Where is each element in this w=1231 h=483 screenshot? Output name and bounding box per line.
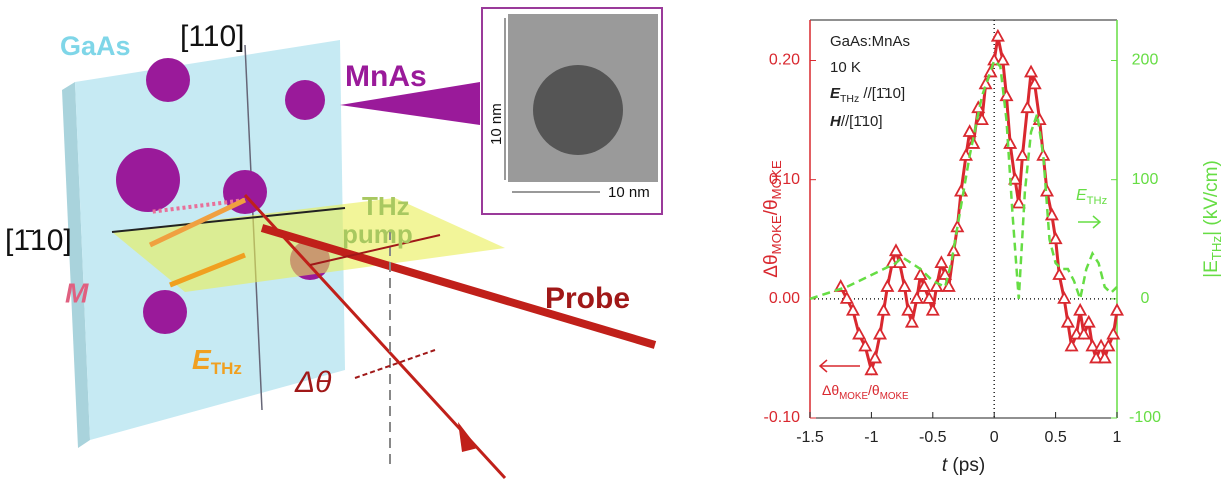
label: [1̄10] [5,224,72,257]
label: Δθ [294,366,332,399]
marker [1066,341,1077,351]
x-tick-label: -0.5 [919,429,947,446]
annotation-part: E [1076,187,1087,204]
marker [870,352,881,362]
y2-axis-label-part: THz [1209,236,1224,260]
particle [146,58,190,102]
particle [285,80,325,120]
marker [943,281,954,291]
label: pump [342,219,413,249]
figure: GaAs [110] MnAs THz pump [1̄10] M ETHz Δ… [0,0,1231,483]
polarization [355,350,435,378]
marker [874,329,885,339]
annotation: 10 K [830,59,861,76]
annotation: H//[1̄10] [830,113,883,130]
x-tick-label: -1.5 [796,429,824,446]
marker [890,245,901,255]
beam-arrowhead [458,422,478,452]
marker [1022,102,1033,112]
marker [911,293,922,303]
y2-tick-label: 200 [1132,52,1159,69]
marker [1083,317,1094,327]
y-axis-label-part: Δθ [761,254,782,277]
annotation: ETHz [1076,187,1108,207]
annotation-part: MOKE [880,391,909,402]
particle [143,290,187,334]
x-tick-label: 0.5 [1044,429,1066,446]
marker [854,329,865,339]
label: 10 nm [488,103,505,145]
x-tick-label: 0 [990,429,999,446]
y2-axis-label-part: | (kV/cm) [1201,160,1222,236]
y-tick-label: 0.20 [769,52,800,69]
marker [1075,305,1086,315]
label: MnAs [345,60,427,93]
annotation-part: THz [840,93,859,105]
x-tick-label: 1 [1113,429,1122,446]
tem-particle [533,65,623,155]
y-axis-label-part: MOKE [769,160,784,199]
y2-tick-label: -100 [1129,409,1161,426]
x-axis-label-part: (ps) [947,455,985,476]
marker [936,257,947,267]
marker [882,281,893,291]
y-tick-label: -0.10 [764,409,801,426]
y2-axis-label-part: |E [1201,260,1222,278]
marker [899,281,910,291]
label: 10 nm [608,184,650,201]
y2-tick-label: 100 [1132,171,1159,188]
marker [903,305,914,315]
marker [1099,352,1110,362]
annotation-part: GaAs:MnAs [830,33,910,50]
y-axis-label: ΔθMOKE/θMOKE [761,160,784,278]
marker [1017,150,1028,160]
marker [1050,233,1061,243]
label: THz [362,191,410,221]
y2-axis-label: |ETHz| (kV/cm) [1201,160,1224,278]
label: [110] [180,20,245,53]
marker [1005,138,1016,148]
annotation-part: Δθ [822,382,839,398]
annotation: ΔθMOKE/θMOKE [822,382,909,402]
label: GaAs [60,31,131,61]
annotation-part: THz [1087,195,1108,207]
annotation: ETHz //[1̄10] [830,85,905,105]
y-tick-label: 0.00 [769,290,800,307]
marker [1013,198,1024,208]
y2-tick-label: 0 [1141,290,1150,307]
label: THz [211,359,242,378]
schematic: GaAs [110] MnAs THz pump [1̄10] M ETHz Δ… [5,8,662,478]
marker [1062,317,1073,327]
label: M [65,277,89,308]
annotation-part: //[1̄10] [841,113,883,130]
annotation-part: 10 K [830,59,861,76]
marker [1059,293,1070,303]
x-tick-label: -1 [864,429,878,446]
annotation-part: //[1̄10] [859,85,905,102]
marker [1054,269,1065,279]
marker [1026,66,1037,76]
label: Probe [545,282,630,315]
annotation-part: MOKE [839,391,868,402]
marker [924,293,935,303]
annotation: GaAs:MnAs [830,33,910,50]
marker [906,317,917,327]
marker [927,305,938,315]
marker [997,55,1008,65]
y-axis-label-part: MOKE [769,215,784,254]
marker [1112,305,1123,315]
marker [866,364,877,374]
annotation-part: /θ [868,382,880,398]
label: E [192,344,212,375]
x-axis-label: t (ps) [942,455,985,476]
marker [878,305,889,315]
particle [116,148,180,212]
y-axis-label-part: /θ [761,199,782,215]
